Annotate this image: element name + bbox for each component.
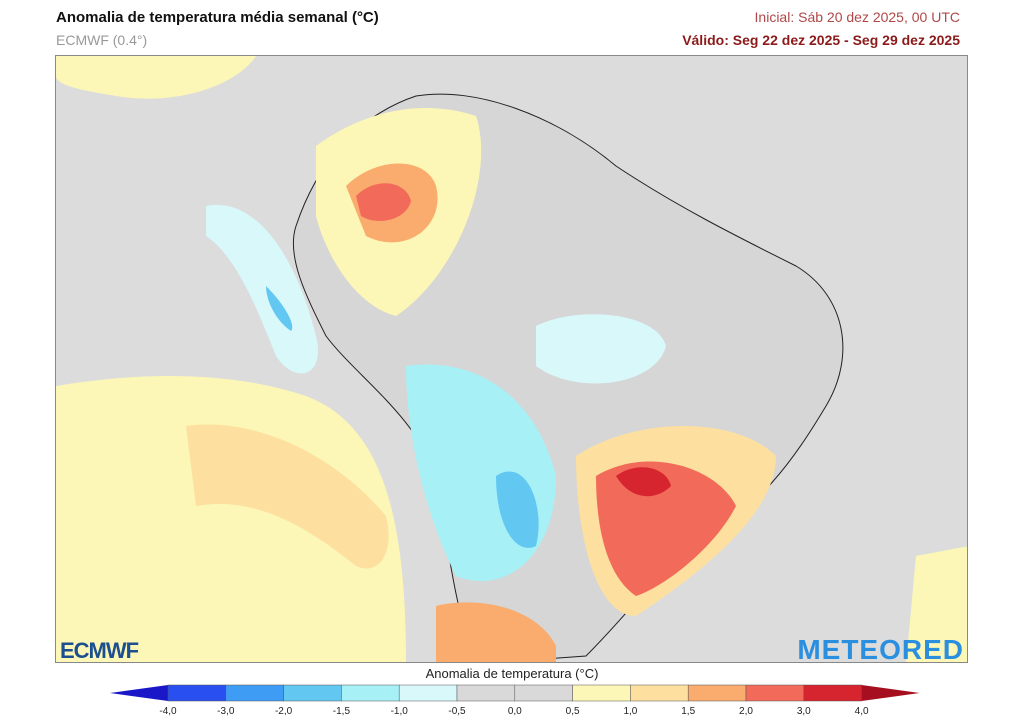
ecmwf-logo: ECMWF [60, 638, 139, 664]
colorbar-tick-label: 0,0 [507, 706, 522, 717]
colorbar-tick-label: 2,0 [739, 706, 753, 717]
anomaly-hot-southeast [596, 461, 736, 596]
colorbar-swatch [398, 684, 458, 702]
colorbar-over-arrow [861, 685, 920, 701]
anomaly-warm-atlantic [906, 546, 967, 662]
colorbar-title: Anomalia de temperatura (°C) [425, 666, 599, 681]
colorbar-tick-label: -0,5 [448, 706, 466, 717]
colorbar-swatch [572, 684, 631, 702]
colorbar-swatch [225, 684, 284, 702]
anomaly-cool-chaco [496, 471, 539, 548]
colorbar-swatch [514, 684, 573, 702]
colorbar-tick-label: 4,0 [854, 706, 869, 717]
colorbar-under-arrow [110, 685, 168, 701]
anomaly-cool-amazon [536, 314, 666, 384]
initial-time: Inicial: Sáb 20 dez 2025, 00 UTC [754, 9, 960, 25]
colorbar-tick-label: 0,5 [565, 706, 580, 717]
anomaly-warm-pacific [56, 376, 406, 662]
colorbar-swatch [456, 684, 516, 702]
colorbar-swatch [167, 684, 227, 702]
colorbar-tick-label: -4,0 [159, 706, 177, 717]
colorbar-swatch [283, 684, 342, 702]
colorbar-tick-label: 1,0 [623, 706, 638, 717]
colorbar-swatch [630, 684, 689, 702]
anomaly-map [55, 55, 968, 663]
anomaly-cool-peru [266, 286, 293, 331]
anomaly-cool-pacific [206, 204, 318, 374]
colorbar-ticks: -4,0 -3,0 -2,0 -1,5 -1,0 -0,5 0,0 0,5 1,0 1,5 2,0 3… [0, 706, 1024, 720]
anomaly-warm-caribbean [56, 56, 256, 99]
colorbar-tick-label: -2,0 [274, 706, 293, 717]
colorbar-swatch [687, 684, 747, 702]
anomaly-warm-pacific-core [186, 424, 389, 569]
model-label: ECMWF (0.4°) [56, 32, 148, 48]
colorbar-tick-label: 1,5 [681, 706, 696, 717]
valid-period: Válido: Seg 22 dez 2025 - Seg 29 dez 202… [682, 32, 960, 48]
colorbar-swatch [341, 684, 400, 702]
anomaly-hot-southeast-core [616, 467, 671, 497]
map-canvas [56, 56, 967, 662]
colorbar-swatch [803, 684, 862, 702]
meteored-logo-text: METEORED [797, 634, 964, 665]
colorbar-tick-label: -1,0 [390, 706, 408, 717]
colorbar-swatch [745, 684, 805, 702]
colorbar-tick-label: -1,5 [332, 706, 351, 717]
anomaly-warm-patagonia [436, 602, 556, 662]
colorbar-tick-label: -3,0 [217, 706, 235, 717]
ecmwf-logo-text: ECMWF [60, 638, 139, 663]
colorbar [110, 684, 920, 702]
anomaly-hot-colombia-core [356, 183, 411, 221]
map-title: Anomalia de temperatura média semanal (°… [56, 9, 379, 26]
colorbar-tick-label: 3,0 [796, 706, 811, 717]
meteored-logo: METEORED [797, 634, 964, 666]
